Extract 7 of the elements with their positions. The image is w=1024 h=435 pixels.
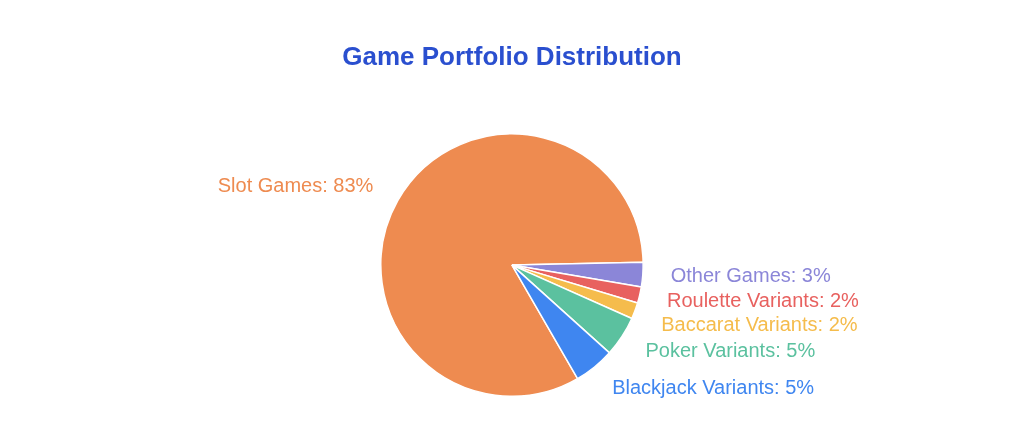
slice-label: Poker Variants: 5% [645,339,816,362]
slice-label: Roulette Variants: 2% [666,288,860,311]
slice-label: Slot Games: 83% [217,174,374,197]
slice-label: Blackjack Variants: 5% [612,376,815,399]
slice-label: Baccarat Variants: 2% [661,312,858,335]
slice-label: Other Games: 3% [670,264,831,287]
chart-title: Game Portfolio Distribution [342,40,682,71]
